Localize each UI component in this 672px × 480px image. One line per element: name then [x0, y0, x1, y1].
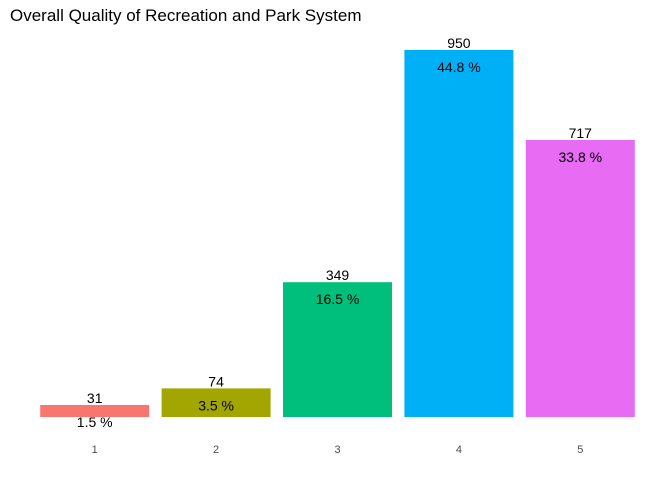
percent-label-4: 44.8 % — [437, 59, 481, 75]
x-tick-label-4: 4 — [456, 444, 462, 456]
value-label-2: 74 — [208, 373, 224, 389]
value-label-5: 717 — [569, 125, 593, 141]
x-tick-label-1: 1 — [92, 444, 98, 456]
bar-2 — [161, 388, 271, 417]
percent-label-5: 33.8 % — [559, 149, 603, 165]
bar-5 — [525, 140, 635, 417]
bar-3 — [283, 282, 392, 417]
x-tick-label-2: 2 — [213, 444, 219, 456]
value-label-4: 950 — [447, 35, 471, 51]
x-tick-label-3: 3 — [334, 444, 340, 456]
bar-4 — [404, 50, 514, 417]
value-label-1: 31 — [87, 390, 103, 406]
value-label-3: 349 — [326, 267, 350, 283]
chart-title: Overall Quality of Recreation and Park S… — [10, 6, 362, 25]
percent-label-3: 16.5 % — [316, 291, 360, 307]
x-tick-label-5: 5 — [577, 444, 583, 456]
percent-label-2: 3.5 % — [198, 397, 234, 413]
percent-label-1: 1.5 % — [77, 414, 113, 430]
bar-1 — [40, 405, 150, 417]
